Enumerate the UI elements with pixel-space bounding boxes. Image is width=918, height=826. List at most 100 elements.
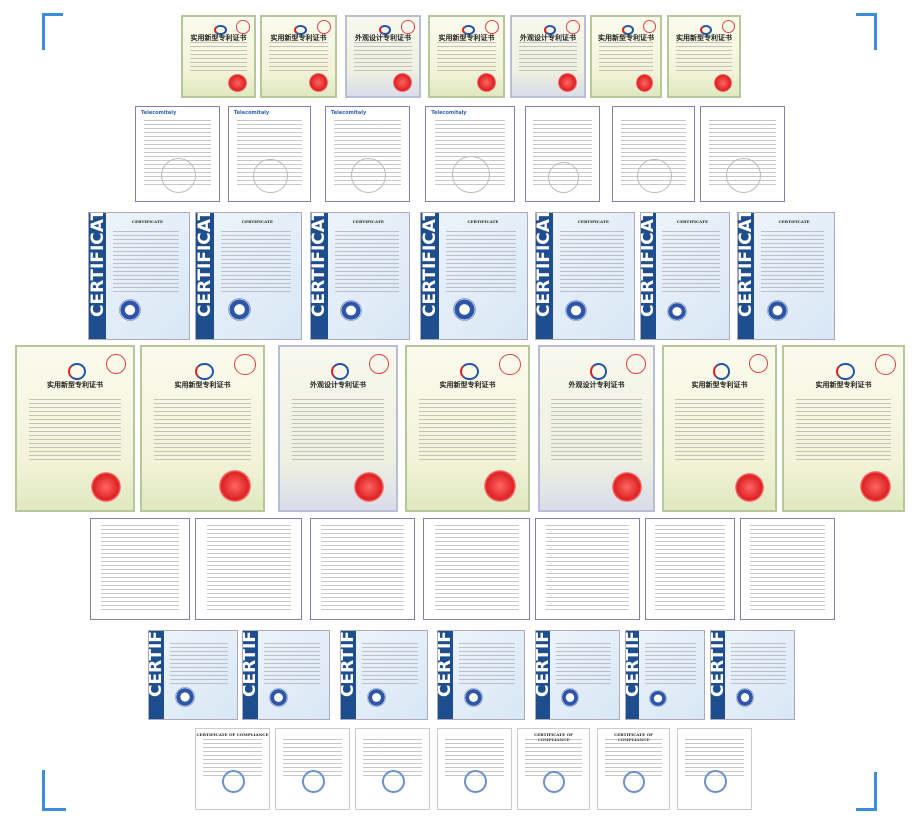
certificate-body-text	[291, 399, 385, 462]
seal-stamp-icon	[105, 353, 127, 375]
certificate-side-band: CERTIFICATE	[420, 212, 440, 339]
certificate-body-text	[154, 399, 251, 462]
seal-stamp-icon	[566, 20, 580, 34]
certificate-title: CERTIFICATE OF COMPLIANCE	[196, 732, 269, 738]
certificate-card	[525, 106, 600, 202]
certification-seal-icon	[175, 687, 195, 707]
issuer-logo: Telecomitaly	[140, 109, 177, 116]
certificate-card: 外观设计专利证书	[510, 15, 586, 98]
certificate-body-text	[761, 230, 825, 294]
certificate-side-band: CERTIFICA	[148, 630, 167, 719]
certification-seal-icon	[735, 688, 755, 707]
certification-seal-icon	[119, 299, 141, 322]
certificate-card: CERTIFICATE OF COMPLIANCE	[597, 728, 670, 810]
corner-bracket-bottom-right	[856, 772, 877, 811]
corner-bracket-bottom-left	[42, 770, 66, 811]
watermark-seal-icon	[350, 158, 387, 194]
certificate-card	[740, 518, 835, 620]
certification-seal-icon	[452, 298, 477, 322]
certificate-body-text	[113, 230, 179, 294]
patent-office-logo-icon	[836, 363, 855, 381]
certificate-card: 实用新型专利证书	[590, 15, 662, 98]
certificate-card: 外观设计专利证书	[278, 345, 398, 512]
patent-office-logo-icon	[699, 24, 713, 36]
certificate-card: 外观设计专利证书	[538, 345, 655, 512]
certificate-band-label: CERTIFICA	[242, 630, 261, 697]
patent-office-logo-icon	[621, 24, 635, 36]
certification-seal-icon	[301, 770, 325, 793]
certificate-card	[612, 106, 695, 202]
certificate-body-text	[334, 230, 400, 294]
certificate-body-text	[750, 525, 825, 610]
certificate-card: CERTIFICATE CERTIFICATE	[535, 212, 635, 340]
patent-office-logo-icon	[543, 24, 557, 36]
certificate-side-band: CERTIFICA	[438, 631, 455, 719]
certificate-title: 外观设计专利证书	[520, 32, 576, 42]
certificate-title: CERTIFICATE	[778, 219, 810, 225]
certificate-card: 实用新型专利证书	[15, 345, 135, 512]
red-seal-stamp-icon	[735, 473, 764, 502]
certificate-card: CERTIFICA	[148, 630, 238, 720]
certificate-title: CERTIFICATE	[676, 219, 709, 225]
certificate-body-text	[190, 42, 247, 73]
red-seal-stamp-icon	[354, 471, 385, 502]
certificate-band-label: CERTIFICATE	[737, 212, 757, 317]
certificate-title: 实用新型专利证书	[676, 32, 732, 42]
certificate-band-label: CERTIFICA	[625, 631, 643, 697]
certification-seal-icon	[542, 770, 566, 793]
certificate-card: CERTIFICA	[710, 630, 795, 720]
certificate-title: 外观设计专利证书	[310, 379, 366, 389]
issuer-logo: Telecomitaly	[233, 109, 270, 116]
red-seal-stamp-icon	[308, 73, 328, 93]
patent-office-logo-icon	[294, 24, 307, 36]
seal-stamp-icon	[874, 353, 896, 375]
seal-stamp-icon	[401, 20, 415, 34]
certificate-body-text	[446, 230, 517, 294]
certification-seal-icon	[560, 688, 580, 707]
watermark-seal-icon	[452, 156, 490, 194]
patent-office-logo-icon	[460, 363, 479, 381]
certificate-side-band: CERTIFICATE	[89, 213, 108, 339]
patent-office-logo-icon	[589, 363, 608, 381]
certificate-body-text	[321, 525, 404, 610]
watermark-seal-icon	[160, 158, 197, 194]
certificate-band-label: CERTIFICATE	[310, 212, 330, 317]
certificate-card: CERTIFICATE CERTIFICATE	[737, 212, 835, 340]
certificate-body-text	[795, 399, 892, 462]
certificate-card: Telecomitaly	[228, 106, 311, 202]
certification-seal-icon	[565, 299, 587, 322]
seal-stamp-icon	[626, 353, 647, 374]
certificate-card: CERTIFICATE CERTIFICATE	[420, 212, 528, 340]
certificate-title: 实用新型专利证书	[691, 379, 748, 389]
patent-office-logo-icon	[68, 363, 86, 381]
certificate-band-label: CERTIFICATE	[640, 212, 659, 317]
seal-stamp-icon	[316, 20, 331, 34]
certificate-side-band: CERTIFICA	[341, 631, 358, 719]
certificate-side-band: CERTIFICA	[711, 631, 728, 719]
certificate-title: 实用新型专利证书	[598, 32, 654, 42]
certificate-body-text	[458, 643, 516, 688]
certificate-card: Telecomitaly	[325, 106, 410, 202]
certification-seal-icon	[703, 770, 727, 793]
certificate-body-text	[170, 643, 229, 688]
certificate-body-text	[437, 42, 496, 73]
certificate-side-band: CERTIFICA	[536, 631, 553, 719]
certificate-body-text	[28, 399, 122, 462]
issuer-logo: Telecomitaly	[431, 109, 467, 116]
certification-seal-icon	[227, 298, 251, 322]
seal-stamp-icon	[484, 20, 499, 34]
certificate-body-text	[263, 643, 321, 688]
certificate-side-band: CERTIFICA	[242, 630, 261, 719]
watermark-seal-icon	[253, 159, 288, 194]
certificate-card: CERTIFICATE OF COMPLIANCE	[517, 728, 590, 810]
certification-seal-icon	[381, 770, 405, 793]
certificate-band-label: CERTIFICATE	[420, 212, 440, 317]
certificate-card: CERTIFICATE CERTIFICATE	[310, 212, 410, 340]
certificate-band-label: CERTIFICA	[148, 630, 167, 697]
certification-seal-icon	[463, 687, 483, 707]
certificate-card: CERTIFICA	[340, 630, 428, 720]
certificate-card	[310, 518, 415, 620]
certificate-body-text	[676, 42, 732, 73]
certificate-card	[437, 728, 512, 810]
certificate-side-band: CERTIFICATE	[196, 213, 215, 339]
